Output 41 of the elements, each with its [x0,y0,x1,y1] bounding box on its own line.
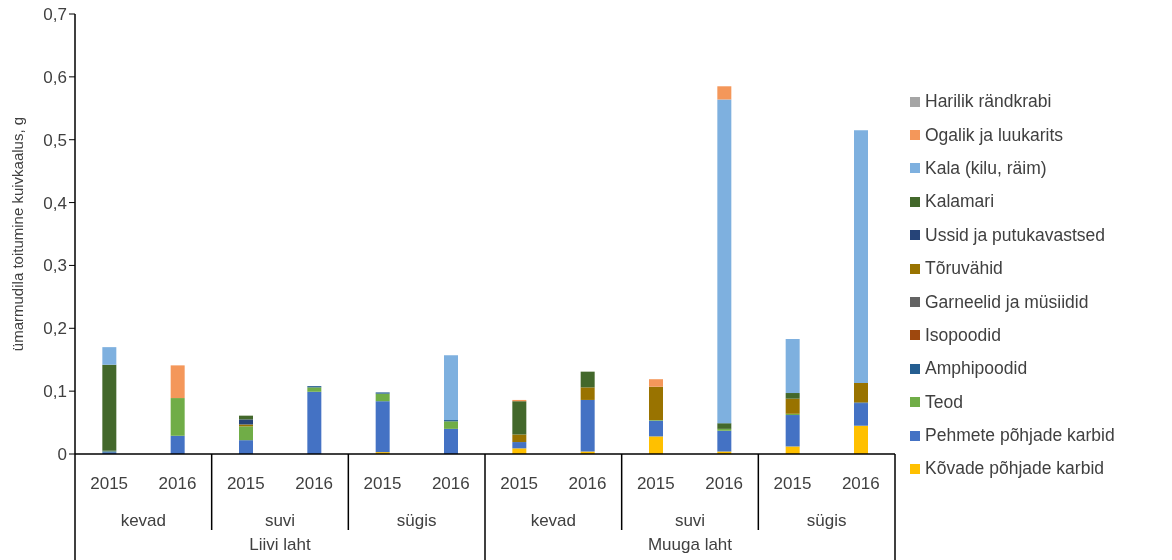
text: suvi [674,511,706,530]
text: suvi [264,511,296,530]
legend-label: Isopoodid [925,324,1001,346]
y-tick-label: 0,3 [43,256,67,276]
legend-label: Ogalik ja luukarits [925,124,1064,146]
y-tick-label: 0,7 [43,5,67,25]
text: Liivi laht [249,535,311,554]
x-tick-label: 2015 [90,474,129,493]
x-tick-label: 2016 [295,474,334,493]
x-tick-label: 2015 [636,474,675,493]
x-tick-label: 2015 [226,474,265,493]
x-tick-label: 2016 [158,474,197,493]
legend-label: Amphipoodid [925,358,1028,380]
y-tick-label: 0,6 [43,67,67,87]
x-tick-label: 2015 [363,474,402,493]
legend-label: Kala (kilu, räim) [925,157,1047,179]
y-tick-label: 0,4 [43,193,67,213]
x-tick-label: 2016 [568,474,607,493]
legend-label: Pehmete põhjade karbid [925,425,1115,447]
x-tick-label: 2016 [841,474,880,493]
y-tick-label: 0,5 [43,130,67,150]
text: Muuga laht [647,535,733,554]
text: sügis [396,511,437,530]
y-tick-label: 0 [57,445,67,465]
legend-label: Garneelid ja müsiidid [925,291,1089,313]
legend-label: Tõruvähid [925,258,1003,280]
x-tick-label: 2015 [773,474,812,493]
y-tick-label: 0,1 [43,382,67,402]
text: kevad [530,511,577,530]
x-tick-label: 2015 [500,474,539,493]
x-tick-label: 2016 [431,474,470,493]
legend-label: Teod [925,391,963,413]
y-tick-label: 0,2 [43,319,67,339]
legend-label: Kõvade põhjade karbid [925,458,1105,480]
text: sügis [806,511,847,530]
legend-label: Ussid ja putukavastsed [925,224,1105,246]
y-axis-title: ümarmudila toitumine kuivkaalus, g [9,116,27,352]
text: kevad [120,511,167,530]
x-tick-label: 2016 [705,474,744,493]
legend-label: Harilik rändkrabi [925,91,1052,113]
legend-label: Kalamari [925,191,995,213]
